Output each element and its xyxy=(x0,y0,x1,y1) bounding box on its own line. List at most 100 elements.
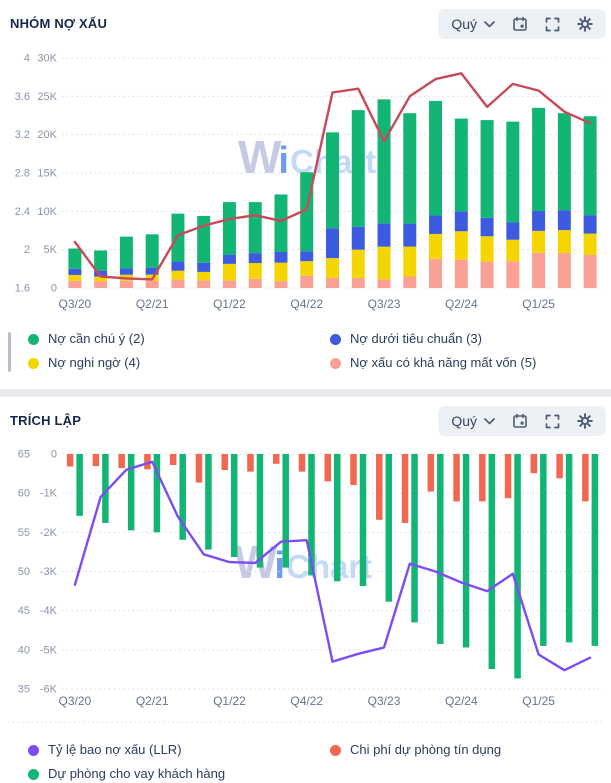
bar-loan-provision[interactable] xyxy=(334,454,341,582)
legend-item[interactable]: Tỷ lệ bao nợ xấu (LLR) xyxy=(28,740,330,760)
bar-provision-expense[interactable] xyxy=(530,454,538,474)
bar-segment[interactable] xyxy=(222,263,236,281)
legend-item[interactable]: Dự phòng cho vay khách hàng xyxy=(28,764,330,783)
bar-segment[interactable] xyxy=(480,236,494,262)
bar-segment[interactable] xyxy=(326,132,339,229)
bar-provision-expense[interactable] xyxy=(479,454,486,502)
bar-segment[interactable] xyxy=(429,258,443,288)
bar-segment[interactable] xyxy=(274,281,288,288)
legend-item[interactable]: Nợ xấu có khả năng mất vốn (5) xyxy=(330,353,611,373)
bar-segment[interactable] xyxy=(583,233,597,256)
bar-segment[interactable] xyxy=(326,228,339,259)
bar-segment[interactable] xyxy=(197,271,211,281)
bar-segment[interactable] xyxy=(326,258,339,279)
bar-loan-provision[interactable] xyxy=(102,454,109,523)
bar-loan-provision[interactable] xyxy=(179,454,186,540)
bar-segment[interactable] xyxy=(351,110,365,227)
bar-loan-provision[interactable] xyxy=(565,454,573,643)
bar-loan-provision[interactable] xyxy=(76,454,83,516)
bar-segment[interactable] xyxy=(300,275,314,288)
bar-provision-expense[interactable] xyxy=(582,454,589,502)
bar-loan-provision[interactable] xyxy=(462,454,470,648)
bar-segment[interactable] xyxy=(403,113,417,224)
bar-segment[interactable] xyxy=(454,211,468,232)
bar-segment[interactable] xyxy=(197,280,211,288)
bar-segment[interactable] xyxy=(94,270,108,277)
bar-loan-provision[interactable] xyxy=(591,454,599,646)
bar-segment[interactable] xyxy=(248,202,262,254)
bar-segment[interactable] xyxy=(274,194,288,252)
bar-segment[interactable] xyxy=(351,249,365,279)
bar-segment[interactable] xyxy=(429,215,443,234)
bar-loan-provision[interactable] xyxy=(282,454,289,568)
legend-item[interactable]: Chi phí dự phòng tín dụng xyxy=(330,740,611,760)
bar-segment[interactable] xyxy=(68,274,82,281)
bar-provision-expense[interactable] xyxy=(324,454,332,482)
bar-loan-provision[interactable] xyxy=(256,454,264,568)
bar-segment[interactable] xyxy=(480,261,494,288)
bar-loan-provision[interactable] xyxy=(514,454,521,679)
bar-segment[interactable] xyxy=(222,202,236,255)
bar-segment[interactable] xyxy=(274,262,288,282)
bar-loan-provision[interactable] xyxy=(385,454,393,602)
bar-segment[interactable] xyxy=(119,280,133,288)
bar-segment[interactable] xyxy=(583,116,597,216)
bar-segment[interactable] xyxy=(506,222,520,240)
bar-loan-provision[interactable] xyxy=(205,454,212,550)
bar-segment[interactable] xyxy=(377,99,391,224)
bar-loan-provision[interactable] xyxy=(153,454,161,533)
bar-provision-expense[interactable] xyxy=(66,454,74,467)
bar-segment[interactable] xyxy=(248,263,262,279)
bar-segment[interactable] xyxy=(248,278,262,288)
bar-segment[interactable] xyxy=(94,276,108,282)
bar-segment[interactable] xyxy=(532,252,546,288)
bar-segment[interactable] xyxy=(377,223,391,247)
bar-segment[interactable] xyxy=(583,255,597,288)
bar-segment[interactable] xyxy=(557,253,571,288)
bar-segment[interactable] xyxy=(351,226,365,250)
bar-segment[interactable] xyxy=(454,231,468,260)
bar-segment[interactable] xyxy=(403,246,417,277)
bar-segment[interactable] xyxy=(274,251,288,263)
settings-button[interactable] xyxy=(577,16,593,32)
bar-segment[interactable] xyxy=(429,100,443,216)
bar-segment[interactable] xyxy=(94,250,108,271)
legend-item[interactable]: Nợ cần chú ý (2) xyxy=(28,329,330,349)
bar-loan-provision[interactable] xyxy=(411,454,418,623)
bar-segment[interactable] xyxy=(532,210,546,231)
bar-segment[interactable] xyxy=(68,268,82,275)
bar-segment[interactable] xyxy=(583,215,597,234)
bar-segment[interactable] xyxy=(429,233,443,259)
bar-loan-provision[interactable] xyxy=(488,454,496,670)
bar-segment[interactable] xyxy=(171,279,185,288)
legend-item[interactable]: Nợ dưới tiêu chuẩn (3) xyxy=(330,329,611,349)
bar-segment[interactable] xyxy=(506,239,520,262)
fullscreen-button[interactable] xyxy=(545,17,560,32)
bar-segment[interactable] xyxy=(119,268,133,275)
bar-segment[interactable] xyxy=(145,267,159,275)
calendar-button[interactable] xyxy=(512,16,528,32)
bar-provision-expense[interactable] xyxy=(247,454,254,472)
bar-segment[interactable] xyxy=(454,259,468,288)
bar-segment[interactable] xyxy=(532,107,546,211)
bar-segment[interactable] xyxy=(403,223,417,247)
bar-segment[interactable] xyxy=(171,270,185,280)
bar-segment[interactable] xyxy=(300,251,314,262)
bar-segment[interactable] xyxy=(94,281,108,288)
fullscreen-button[interactable] xyxy=(545,414,560,429)
bar-provision-expense[interactable] xyxy=(401,454,409,523)
bar-segment[interactable] xyxy=(197,215,211,263)
bar-segment[interactable] xyxy=(506,261,520,288)
bar-provision-expense[interactable] xyxy=(556,454,563,479)
bar-provision-expense[interactable] xyxy=(504,454,512,499)
period-dropdown[interactable]: Quý xyxy=(451,413,495,429)
bar-provision-expense[interactable] xyxy=(272,454,280,464)
bar-segment[interactable] xyxy=(197,262,211,272)
bar-provision-expense[interactable] xyxy=(92,454,100,467)
bar-segment[interactable] xyxy=(145,280,159,288)
bar-segment[interactable] xyxy=(222,280,236,288)
bar-segment[interactable] xyxy=(351,278,365,288)
bar-loan-provision[interactable] xyxy=(540,454,547,646)
bar-segment[interactable] xyxy=(557,113,571,211)
